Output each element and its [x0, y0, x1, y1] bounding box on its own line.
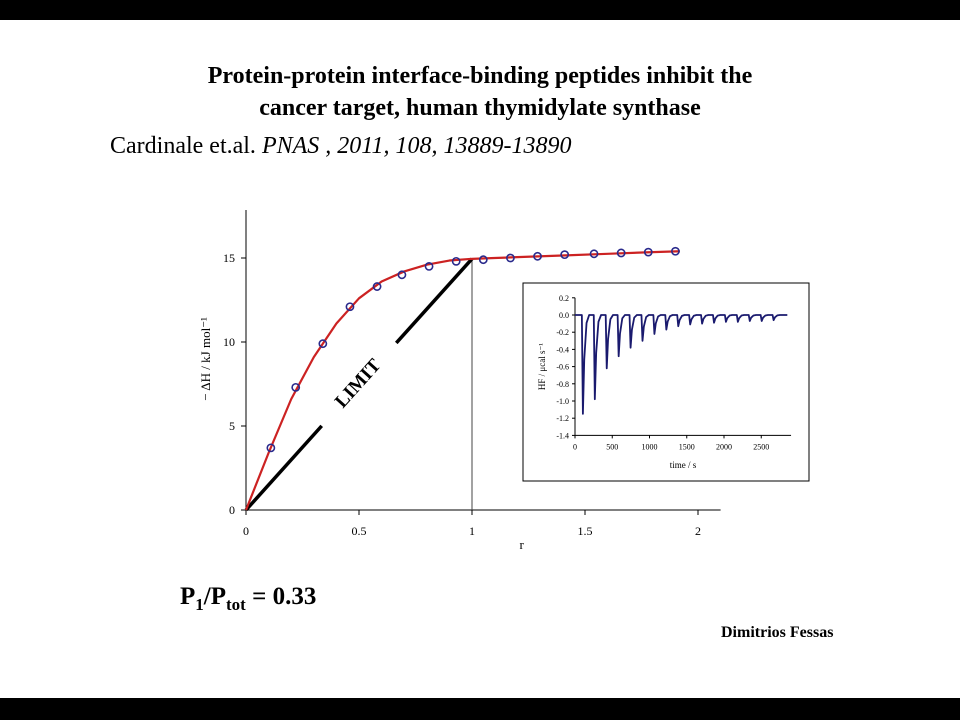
inset-x-tick-label: 1000 — [642, 442, 658, 451]
inset-x-tick-label: 2000 — [716, 442, 732, 451]
data-point — [533, 251, 542, 261]
data-point — [506, 253, 515, 263]
data-point — [616, 248, 626, 258]
inset-y-tick-label: 0.0 — [559, 311, 569, 320]
inset-x-tick-label: 2500 — [753, 442, 769, 451]
data-point — [424, 261, 434, 271]
ratio-slash: /P — [203, 583, 226, 610]
inset-y-tick-label: -1.0 — [556, 397, 569, 406]
inset-x-tick-label: 500 — [606, 442, 618, 451]
data-point — [266, 443, 276, 453]
y-tick-label: 0 — [229, 503, 235, 517]
fit-curve — [244, 250, 680, 511]
y-tick-label: 15 — [223, 251, 235, 265]
x-axis-label: r — [520, 537, 525, 552]
x-tick-label: 0.5 — [352, 524, 367, 538]
y-axis-label: − ΔH / kJ mol⁻¹ — [198, 317, 213, 401]
y-tick-label: 10 — [223, 335, 235, 349]
data-point — [671, 246, 680, 256]
inset-chart: 0.2 0.0 -0.2 -0.4 -0.6 -0.8 -1.0 -1.2 -1.4 0 500 10… — [522, 282, 810, 482]
slide-title: Protein-protein interface-binding peptid… — [0, 60, 960, 124]
y-tick-label: 5 — [229, 419, 235, 433]
citation: Cardinale et.al. PNAS , 2011, 108, 13889… — [110, 133, 571, 160]
data-point — [318, 339, 328, 349]
x-tick-label: 2 — [695, 524, 701, 538]
inset-y-tick-label: -1.4 — [556, 431, 569, 440]
inset-y-axis-label: HF / μcal s⁻¹ — [537, 343, 547, 390]
data-point — [451, 256, 461, 266]
data-point — [397, 270, 407, 280]
limit-line-lower — [244, 424, 324, 512]
data-point — [478, 255, 488, 265]
inset-x-tick-label: 1500 — [679, 442, 695, 451]
x-tick-label: 0 — [243, 524, 249, 538]
inset-y-tick-label: -0.2 — [556, 328, 569, 337]
citation-journal: PNAS , 2011, 108, 13889-13890 — [261, 133, 572, 159]
inset-y-tick-label: -0.6 — [556, 363, 569, 372]
inset-trace — [575, 314, 788, 415]
title-line-1: Protein-protein interface-binding peptid… — [207, 63, 753, 89]
limit-line-upper — [394, 257, 474, 345]
data-point — [589, 249, 599, 259]
data-point — [291, 382, 301, 392]
ratio-sub-1: 1 — [195, 595, 204, 614]
inset-x-axis-label: time / s — [670, 460, 697, 470]
author-name: Dimitrios Fessas — [721, 624, 834, 641]
ratio-value: = 0.33 — [245, 583, 317, 610]
inset-y-tick-label: -0.4 — [556, 345, 569, 354]
ratio-sub-tot: tot — [226, 595, 246, 614]
data-point — [372, 282, 382, 291]
data-point — [560, 250, 570, 260]
inset-y-tick-label: -1.2 — [556, 414, 569, 423]
inset-y-tick-label: 0.2 — [559, 294, 569, 303]
inset-y-tick-label: -0.8 — [556, 380, 569, 389]
x-tick-label: 1 — [469, 524, 475, 538]
citation-authors: Cardinale et.al. — [110, 133, 256, 159]
ratio-p: P — [180, 583, 196, 610]
title-line-2: cancer target, human thymidylate synthas… — [259, 95, 701, 121]
data-point — [345, 302, 355, 312]
data-point — [643, 247, 653, 257]
limit-label: LIMIT — [331, 355, 386, 412]
inset-x-tick-label: 0 — [573, 442, 577, 451]
x-tick-label: 1.5 — [578, 524, 593, 538]
ratio-formula: P1/Ptot = 0.33 — [180, 583, 316, 615]
